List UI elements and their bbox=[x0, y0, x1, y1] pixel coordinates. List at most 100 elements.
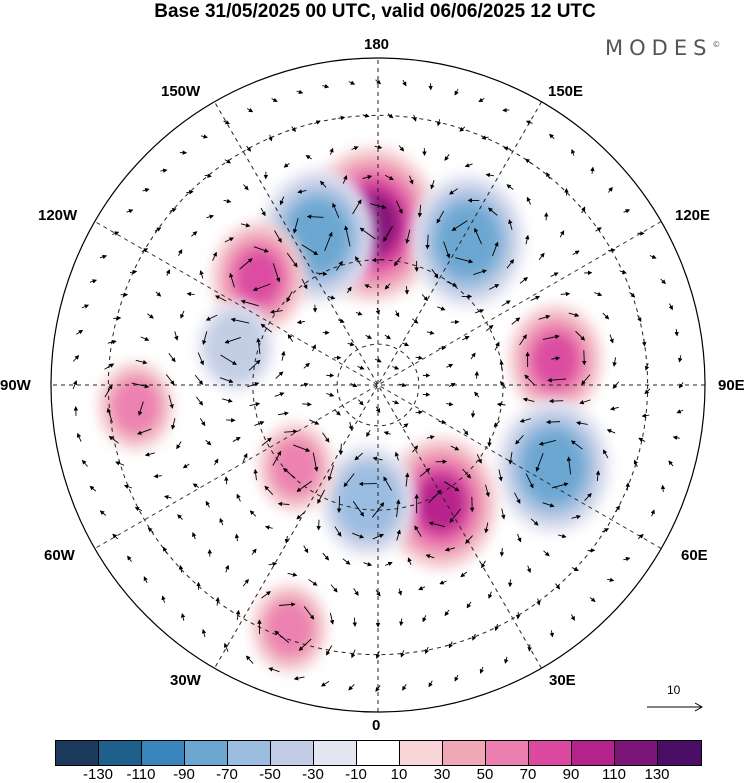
wind-vector-arrow bbox=[246, 107, 254, 113]
colorbar bbox=[55, 740, 702, 766]
wind-vector-arrow bbox=[527, 644, 532, 652]
wind-vector-arrow bbox=[312, 452, 319, 472]
wind-vector-arrow bbox=[248, 359, 261, 371]
wind-vector-arrow bbox=[543, 550, 550, 557]
wind-vector-arrow bbox=[608, 247, 616, 253]
wind-vector-arrow bbox=[194, 374, 204, 385]
wind-vector-arrow bbox=[224, 564, 230, 573]
wind-vector-arrow bbox=[428, 680, 433, 688]
wind-vector-arrow bbox=[212, 251, 217, 261]
wind-vector-arrow bbox=[525, 120, 533, 125]
wind-vector-arrow bbox=[115, 461, 125, 466]
wind-vector-arrow bbox=[581, 350, 587, 366]
wind-vector-arrow bbox=[352, 617, 357, 628]
wind-vector-arrow bbox=[612, 381, 620, 389]
wind-vector-arrow bbox=[282, 467, 296, 479]
wind-vector-arrow bbox=[448, 641, 453, 649]
wind-vector-arrow bbox=[277, 501, 290, 507]
map-disk bbox=[51, 58, 705, 712]
wind-vector-arrow bbox=[417, 204, 423, 218]
lon-label-150w: 150W bbox=[161, 83, 201, 100]
wind-vector-arrow bbox=[222, 398, 233, 403]
wind-vector-arrow bbox=[224, 336, 241, 344]
wind-vector-arrow bbox=[326, 392, 335, 397]
wind-vector-arrow bbox=[508, 219, 513, 230]
wind-vector-arrow bbox=[160, 168, 168, 173]
colorbar-tick-label: 30 bbox=[433, 766, 451, 783]
wind-vector-arrow bbox=[526, 196, 531, 205]
wind-vector-arrow bbox=[274, 630, 290, 643]
wind-vector-arrow bbox=[296, 319, 305, 325]
wind-vector-arrow bbox=[470, 410, 476, 418]
wind-vector-arrow bbox=[515, 434, 524, 445]
wind-vector-arrow bbox=[506, 184, 514, 190]
wind-vector-arrow bbox=[623, 556, 631, 562]
colorbar-swatch bbox=[142, 741, 185, 765]
wind-vector-arrow bbox=[143, 576, 148, 584]
wind-vector-arrow bbox=[178, 249, 183, 256]
wind-vector-arrow bbox=[371, 502, 385, 518]
wind-vector-arrow bbox=[239, 258, 253, 270]
wind-vector-arrow bbox=[192, 532, 197, 540]
colorbar-tick-label: -130 bbox=[82, 766, 114, 783]
wind-vector-arrow bbox=[292, 218, 299, 234]
wind-vector-arrow bbox=[428, 489, 442, 504]
wind-vector-arrow bbox=[283, 162, 290, 168]
wind-vector-arrow bbox=[402, 79, 407, 87]
wind-vector-arrow bbox=[204, 173, 212, 179]
wind-vector-arrow bbox=[142, 188, 150, 193]
wind-vector-arrow bbox=[426, 330, 435, 335]
wind-vector-arrow bbox=[274, 392, 285, 397]
colorbar-tick-label: -70 bbox=[216, 766, 238, 783]
wind-vector-arrow bbox=[525, 473, 534, 489]
wind-vector-arrow bbox=[308, 579, 318, 586]
wind-vector-arrow bbox=[608, 186, 613, 193]
wind-vector-arrow bbox=[474, 227, 482, 245]
wind-vector-arrow bbox=[107, 339, 117, 345]
wind-vector-arrow bbox=[224, 642, 229, 652]
wind-vector-arrow bbox=[129, 269, 138, 275]
wind-vector-arrow bbox=[355, 311, 363, 316]
wind-vector-arrow bbox=[551, 356, 561, 361]
wind-vector-arrow bbox=[462, 336, 470, 341]
wind-vector-arrow bbox=[638, 437, 646, 442]
wind-vector-arrow bbox=[201, 628, 207, 638]
colorbar-swatch bbox=[443, 741, 486, 765]
polar-map bbox=[50, 57, 706, 713]
wind-vector-arrow bbox=[570, 614, 575, 621]
wind-vector-arrow bbox=[464, 163, 473, 168]
wind-vector-arrow bbox=[396, 529, 401, 541]
wind-vector-arrow bbox=[481, 560, 486, 569]
wind-vector-arrow bbox=[394, 451, 400, 461]
wind-vector-arrow bbox=[176, 441, 182, 450]
wind-vector-arrow bbox=[374, 358, 382, 363]
wind-vector-arrow bbox=[602, 449, 609, 459]
wind-vector-arrow bbox=[314, 120, 321, 125]
wind-vector-arrow bbox=[205, 314, 218, 321]
wind-vector-arrow bbox=[224, 476, 229, 485]
colorbar-tick-label: -50 bbox=[259, 766, 281, 783]
colorbar-swatch bbox=[56, 741, 99, 765]
wind-vector-arrow bbox=[536, 598, 541, 606]
wind-vector-arrow bbox=[595, 470, 601, 482]
wind-vector-arrow bbox=[245, 655, 254, 664]
wind-vector-arrow bbox=[327, 464, 334, 481]
wind-vector-arrow bbox=[352, 199, 362, 215]
wind-vector-arrow bbox=[286, 252, 298, 268]
wind-vector-arrow bbox=[352, 500, 365, 517]
wind-vector-arrow bbox=[446, 363, 454, 368]
wind-vector-arrow bbox=[334, 526, 342, 537]
wind-vector-arrow bbox=[274, 230, 282, 243]
wind-vector-arrow bbox=[672, 435, 680, 440]
wind-vector-arrow bbox=[76, 329, 84, 335]
wind-vector-arrow bbox=[493, 420, 501, 428]
colorbar-swatch bbox=[529, 741, 572, 765]
wind-vector-arrow bbox=[566, 456, 572, 475]
wind-vector-arrow bbox=[303, 606, 315, 620]
wind-vector-arrow bbox=[348, 684, 355, 691]
wind-vector-arrow bbox=[291, 126, 296, 133]
colorbar-swatch bbox=[658, 741, 701, 765]
wind-vector-arrow bbox=[436, 119, 442, 127]
wind-vector-arrow bbox=[72, 354, 80, 362]
wind-vector-arrow bbox=[609, 334, 614, 344]
